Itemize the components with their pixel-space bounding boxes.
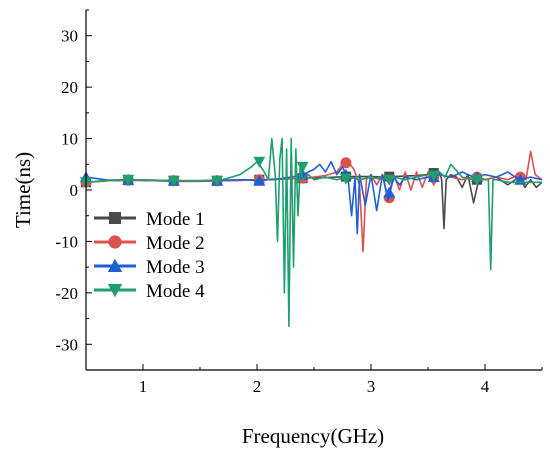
y-tick-label: -20 <box>55 284 78 303</box>
legend-item: Mode 3 <box>94 257 205 278</box>
data-point <box>253 174 266 186</box>
legend-marker <box>108 235 122 249</box>
legend-label: Mode 3 <box>146 257 205 278</box>
y-axis-title: Time(ns) <box>11 152 35 228</box>
plot-area <box>80 137 543 328</box>
data-point <box>427 170 440 182</box>
legend-marker <box>109 212 121 224</box>
y-tick-label: -30 <box>55 335 78 354</box>
data-point <box>253 156 266 168</box>
legend-marker <box>107 258 123 272</box>
y-tick-label: 10 <box>61 130 78 149</box>
legend-label: Mode 2 <box>146 233 205 254</box>
series-4 <box>80 137 542 328</box>
y-tick-label: 0 <box>70 181 79 200</box>
axes: -30 -20 -10 0 10 20 30 1 2 3 4 <box>55 9 543 396</box>
x-tick-label: 3 <box>367 377 376 396</box>
legend-label: Mode 1 <box>146 209 205 230</box>
data-point <box>122 174 135 186</box>
x-axis-title: Frequency(GHz) <box>242 424 384 448</box>
legend-item: Mode 2 <box>94 233 205 254</box>
legend-item: Mode 4 <box>94 281 205 302</box>
x-tick-label: 4 <box>481 377 490 396</box>
legend-label: Mode 4 <box>146 281 205 302</box>
data-point <box>167 175 180 187</box>
data-point <box>340 157 352 169</box>
data-point <box>211 175 224 187</box>
data-point <box>471 174 484 186</box>
legend-marker <box>107 284 123 298</box>
legend: Mode 1 Mode 2 Mode 3 Mode 4 <box>94 209 205 302</box>
data-point <box>383 174 396 186</box>
y-tick-label: 20 <box>61 78 78 97</box>
data-point <box>296 161 309 173</box>
data-point <box>339 173 352 185</box>
x-tick-label: 1 <box>139 377 148 396</box>
y-tick-label: 30 <box>61 27 78 46</box>
data-point <box>383 186 396 198</box>
y-tick-label: -10 <box>55 232 78 251</box>
x-tick-label: 2 <box>253 377 262 396</box>
series-line <box>85 160 543 235</box>
legend-item: Mode 1 <box>94 209 205 230</box>
